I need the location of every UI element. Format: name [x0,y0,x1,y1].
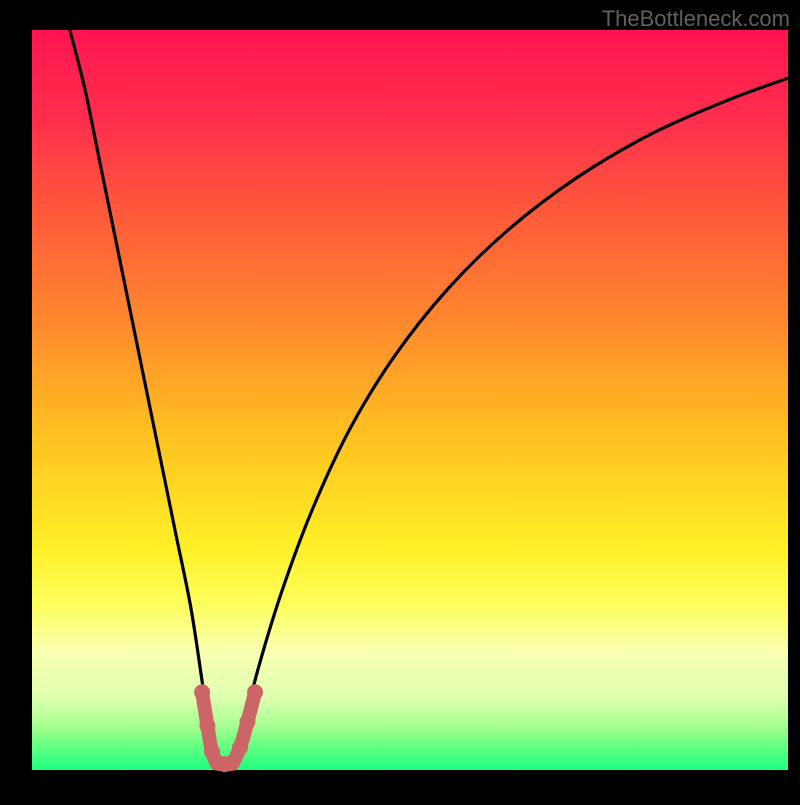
highlight-marker [247,684,263,700]
highlight-marker [194,684,210,700]
highlight-marker [224,755,240,771]
watermark-text: TheBottleneck.com [602,6,790,32]
highlight-marker [239,714,255,730]
highlight-marker [232,740,248,756]
chart-container: TheBottleneck.com [0,0,800,800]
bottleneck-chart [0,0,800,800]
chart-plot-area [32,30,788,770]
highlight-marker [199,718,215,734]
